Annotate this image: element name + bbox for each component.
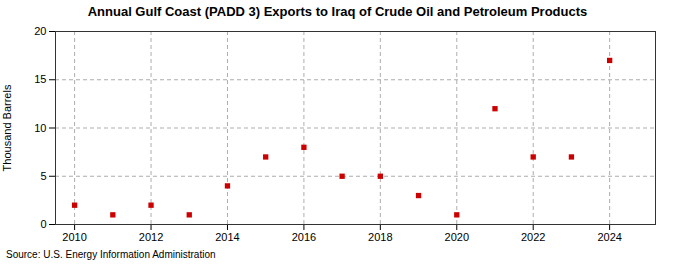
svg-text:20: 20 bbox=[34, 25, 46, 37]
svg-text:2018: 2018 bbox=[368, 231, 392, 243]
svg-text:5: 5 bbox=[40, 170, 46, 182]
svg-text:2020: 2020 bbox=[445, 231, 469, 243]
svg-text:0: 0 bbox=[40, 218, 46, 230]
svg-text:Thousand Barrels: Thousand Barrels bbox=[1, 84, 13, 171]
svg-text:2024: 2024 bbox=[597, 231, 621, 243]
html-text:Annual Gulf Coast (PADD 3) Exp: Annual Gulf Coast (PADD 3) Exports to Ir… bbox=[87, 4, 588, 19]
svg-text:10: 10 bbox=[34, 122, 46, 134]
svg-text:2014: 2014 bbox=[215, 231, 239, 243]
svg-text:2012: 2012 bbox=[139, 231, 163, 243]
svg-text:15: 15 bbox=[34, 73, 46, 85]
svg-text:2010: 2010 bbox=[62, 231, 86, 243]
svg-text:2016: 2016 bbox=[292, 231, 316, 243]
svg-text:2022: 2022 bbox=[521, 231, 545, 243]
html-text:Source: U.S. Energy Informatio: Source: U.S. Energy Information Administ… bbox=[6, 249, 216, 260]
